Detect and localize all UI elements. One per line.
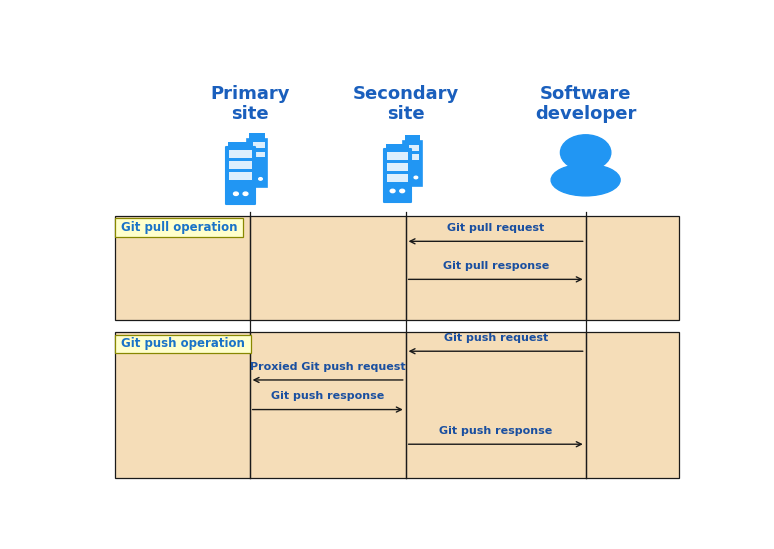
Text: Primary
site: Primary site: [210, 85, 289, 124]
Text: Git push response: Git push response: [439, 426, 553, 436]
Text: Git push operation: Git push operation: [121, 337, 245, 350]
Text: Git pull operation: Git pull operation: [121, 221, 238, 234]
Bar: [402, 141, 422, 186]
Bar: [229, 172, 252, 180]
Circle shape: [243, 192, 248, 195]
Bar: [115, 332, 679, 478]
Bar: [248, 132, 265, 142]
Bar: [405, 154, 420, 160]
Circle shape: [400, 189, 405, 193]
Bar: [115, 219, 243, 237]
Text: Git pull response: Git pull response: [443, 261, 549, 271]
Bar: [226, 147, 255, 204]
Bar: [405, 145, 420, 150]
Bar: [387, 152, 408, 160]
Bar: [115, 216, 679, 320]
Text: Git push response: Git push response: [271, 391, 385, 401]
Circle shape: [414, 176, 418, 179]
Circle shape: [252, 178, 255, 180]
Circle shape: [234, 192, 238, 195]
Circle shape: [259, 178, 262, 180]
Bar: [229, 161, 252, 169]
Bar: [386, 144, 409, 151]
Text: Software
developer: Software developer: [535, 85, 636, 124]
Bar: [247, 139, 267, 187]
Text: Git pull request: Git pull request: [447, 223, 544, 233]
Text: Proxied Git push request: Proxied Git push request: [250, 361, 406, 372]
Bar: [405, 136, 420, 144]
Circle shape: [407, 176, 410, 179]
Bar: [387, 163, 408, 171]
Text: Git push request: Git push request: [444, 333, 548, 343]
Circle shape: [390, 189, 395, 193]
Bar: [115, 335, 251, 353]
Ellipse shape: [551, 164, 620, 196]
Bar: [249, 152, 265, 158]
Circle shape: [560, 135, 611, 170]
Bar: [384, 149, 411, 201]
Bar: [387, 174, 408, 182]
Bar: [229, 150, 252, 158]
Text: Secondary
site: Secondary site: [352, 85, 459, 124]
Bar: [249, 142, 265, 148]
Bar: [228, 142, 253, 149]
